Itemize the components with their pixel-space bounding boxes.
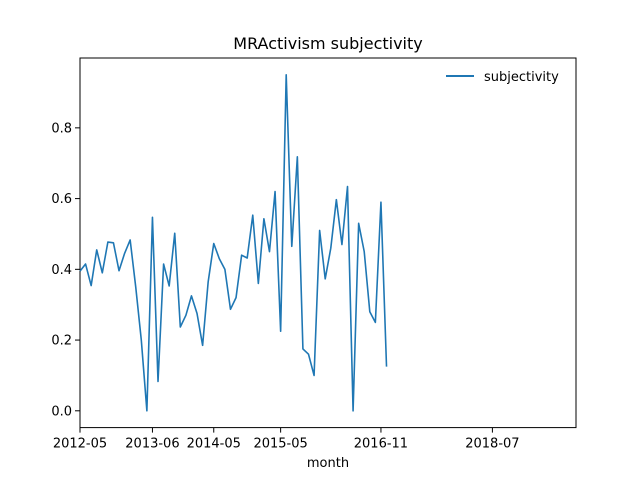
y-tick-label: 0.2 [51, 334, 72, 349]
x-tick-label: 2018-07 [465, 437, 519, 452]
series-line-subjectivity [79, 74, 388, 412]
y-axis: 0.0 0.2 0.4 0.6 0.8 [51, 121, 80, 419]
x-tick-label: 2016-11 [354, 437, 408, 452]
chart-title: MRActivism subjectivity [233, 34, 422, 53]
legend-label-subjectivity: subjectivity [484, 70, 559, 85]
y-tick-label: 0.0 [51, 404, 72, 419]
x-tick-label: 2015-05 [253, 437, 307, 452]
plot-area-frame [79, 57, 577, 429]
series-layer [79, 74, 388, 412]
y-tick-label: 0.6 [51, 192, 72, 207]
x-tick-label: 2013-06 [125, 437, 179, 452]
x-axis: 2012-05 2013-06 2014-05 2015-05 2016-11 2018-… [53, 427, 520, 452]
y-tick-label: 0.4 [51, 263, 72, 278]
y-tick-label: 0.8 [51, 121, 72, 136]
x-tick-label: 2012-05 [53, 437, 107, 452]
x-axis-label: month [307, 456, 349, 471]
x-tick-label: 2014-05 [187, 437, 241, 452]
legend: subjectivity [446, 70, 559, 85]
